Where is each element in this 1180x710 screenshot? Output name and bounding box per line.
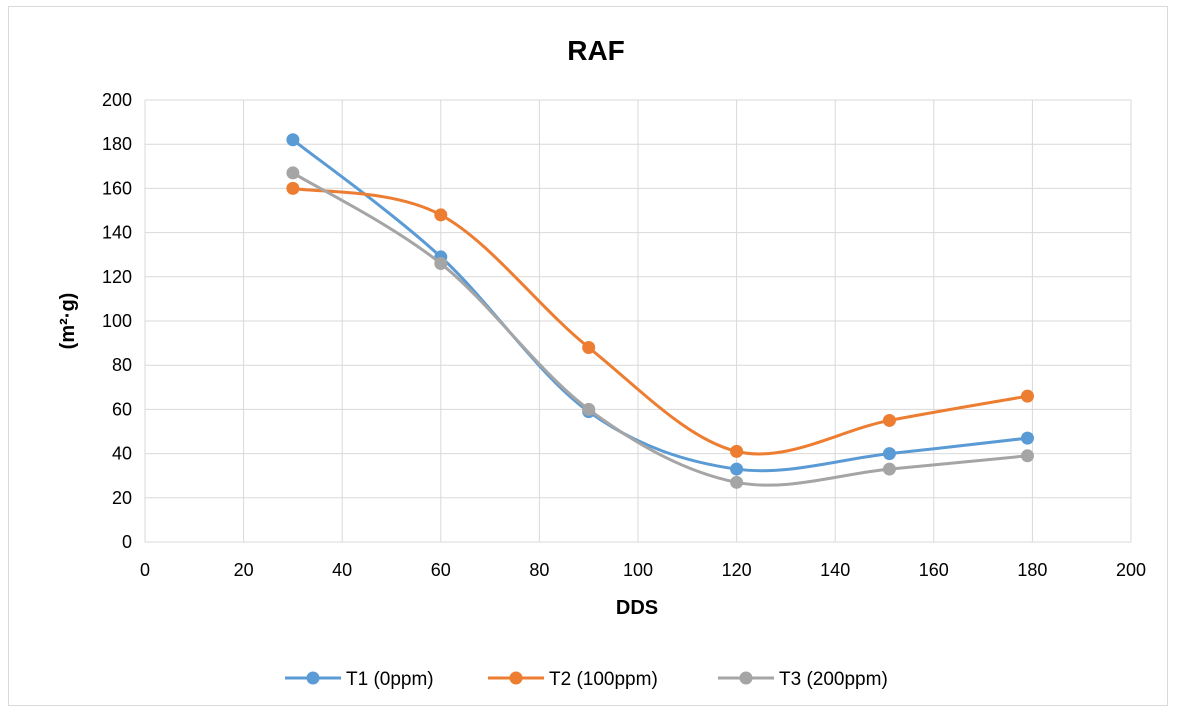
data-point <box>434 208 448 222</box>
data-point <box>1020 431 1034 445</box>
y-tick-label: 200 <box>102 90 132 110</box>
series-2 <box>286 181 1034 458</box>
y-tick-label: 60 <box>112 399 132 419</box>
y-tick-label: 120 <box>102 267 132 287</box>
x-tick-label: 20 <box>234 560 254 580</box>
data-point <box>1020 449 1034 463</box>
x-tick-label: 100 <box>623 560 653 580</box>
y-tick-label: 40 <box>112 444 132 464</box>
series-line <box>291 138 1029 473</box>
data-point <box>286 166 300 180</box>
x-tick-label: 200 <box>1116 560 1146 580</box>
legend-item: T3 (200ppm) <box>718 669 888 690</box>
x-tick-label: 40 <box>332 560 352 580</box>
legend-label: T1 (0ppm) <box>346 669 434 690</box>
legend-item: T2 (100ppm) <box>488 669 658 690</box>
data-point <box>286 181 300 195</box>
series-1 <box>286 133 1034 476</box>
data-point <box>730 462 744 476</box>
x-tick-label: 60 <box>431 560 451 580</box>
legend: T1 (0ppm) T2 (100ppm) T3 (200ppm) <box>285 669 888 690</box>
data-point <box>434 257 448 271</box>
y-axis-title: (m²·g) <box>57 293 79 350</box>
data-point <box>582 341 596 355</box>
y-tick-label: 80 <box>112 355 132 375</box>
legend-marker <box>509 671 523 685</box>
y-tick-label: 140 <box>102 223 132 243</box>
series-line <box>291 171 1029 487</box>
x-tick-label: 140 <box>820 560 850 580</box>
legend-marker <box>306 671 320 685</box>
data-point <box>882 447 896 461</box>
x-tick-label: 180 <box>1017 560 1047 580</box>
data-point <box>1020 389 1034 403</box>
series-lines <box>286 133 1034 489</box>
x-tick-label: 160 <box>919 560 949 580</box>
grid-lines <box>144 99 1132 543</box>
data-point <box>730 475 744 489</box>
x-tick-label: 80 <box>529 560 549 580</box>
axis-ticks: 0 20 40 60 80 100 120 140 160 180 200 0 20 40 60 80 100 1… <box>102 90 1146 580</box>
series-3 <box>286 166 1034 489</box>
chart-title: RAF <box>567 35 625 66</box>
data-point <box>286 133 300 147</box>
chart-frame <box>8 6 1168 706</box>
x-tick-label: 120 <box>722 560 752 580</box>
y-tick-label: 0 <box>122 532 132 552</box>
data-point <box>882 413 896 427</box>
x-tick-label: 0 <box>140 560 150 580</box>
legend-item: T1 (0ppm) <box>285 669 434 690</box>
legend-label: T3 (200ppm) <box>779 669 888 690</box>
legend-marker <box>739 671 753 685</box>
y-tick-label: 180 <box>102 134 132 154</box>
data-point <box>582 402 596 416</box>
x-axis-title: DDS <box>616 597 658 619</box>
data-point <box>882 462 896 476</box>
data-point <box>730 444 744 458</box>
y-tick-label: 20 <box>112 488 132 508</box>
y-tick-label: 100 <box>102 311 132 331</box>
y-tick-label: 160 <box>102 178 132 198</box>
legend-label: T2 (100ppm) <box>549 669 658 690</box>
